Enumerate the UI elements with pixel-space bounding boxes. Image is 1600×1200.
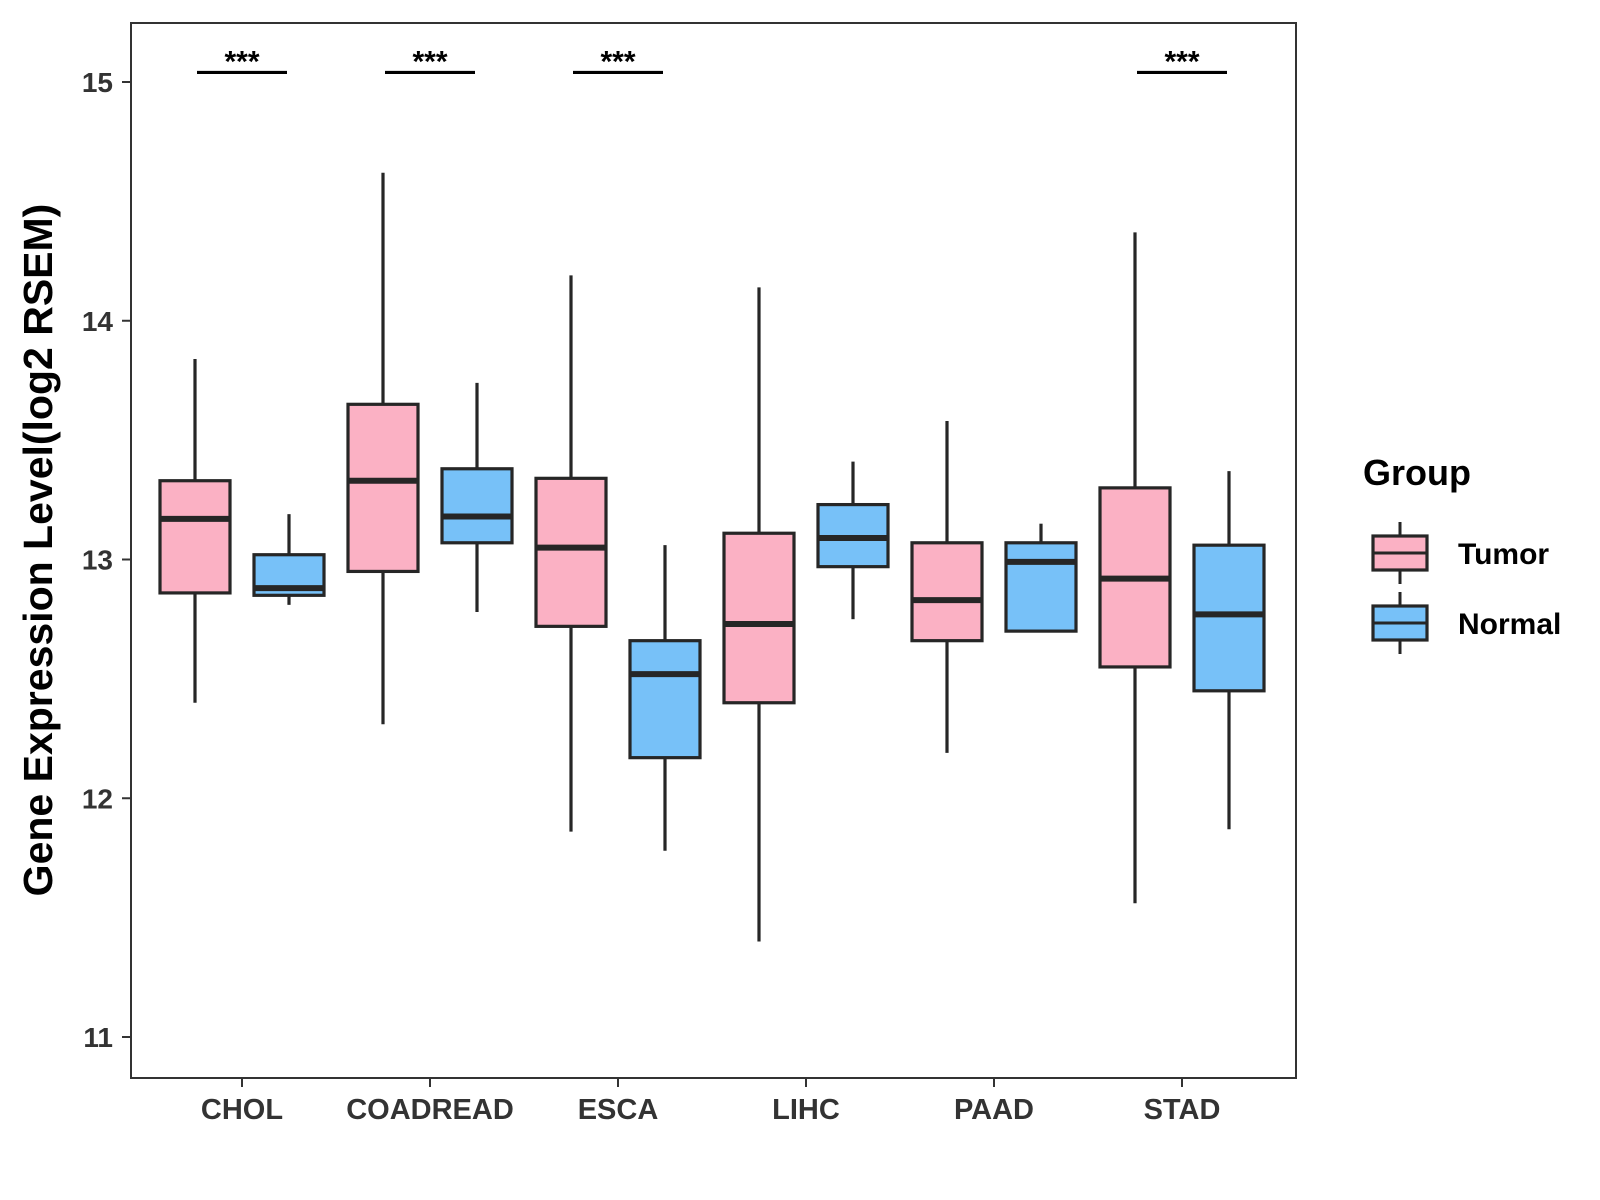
- normal-box-chol: [252, 514, 326, 605]
- tumor-box-stad: [1098, 232, 1172, 904]
- legend-key-normal: [1371, 592, 1429, 654]
- tumor-box-lihc: [722, 287, 796, 942]
- significance-label: ***: [412, 45, 447, 78]
- y-tick-label: 13: [82, 545, 113, 576]
- box-iqr: [346, 402, 420, 574]
- tumor-box-esca: [534, 275, 608, 832]
- y-axis-title: Gene Expression Level(log2 RSEM): [15, 204, 61, 897]
- box-iqr: [722, 531, 796, 705]
- normal-box-coadread: [440, 382, 514, 613]
- significance-label: ***: [600, 45, 635, 78]
- significance-markers: *** *** *** ***: [197, 45, 1227, 78]
- normal-box-lihc: [816, 461, 890, 620]
- normal-box-esca: [628, 545, 702, 851]
- x-axis: CHOL COADREAD ESCA LIHC PAAD STAD: [201, 1078, 1220, 1126]
- y-tick-label: 15: [82, 67, 113, 98]
- significance-label: ***: [224, 45, 259, 78]
- plot-panel-border: [130, 22, 1297, 1079]
- box-iqr: [1192, 543, 1266, 693]
- x-tick-label: ESCA: [578, 1094, 659, 1126]
- y-tick-label: 12: [82, 783, 113, 814]
- legend-label: Tumor: [1458, 538, 1549, 571]
- x-tick-label: PAAD: [954, 1094, 1034, 1126]
- box-iqr: [1004, 541, 1078, 633]
- boxes: [158, 172, 1266, 942]
- box-iqr: [158, 479, 232, 595]
- legend-key-tumor: [1371, 522, 1429, 584]
- x-tick-label: CHOL: [201, 1094, 283, 1126]
- box-iqr: [910, 541, 984, 643]
- x-tick-label: LIHC: [772, 1094, 840, 1126]
- y-axis: 11 12 13 14 15: [82, 67, 131, 1053]
- x-tick-label: COADREAD: [346, 1094, 514, 1126]
- significance-label: ***: [1164, 45, 1199, 78]
- legend-label: Normal: [1458, 608, 1561, 641]
- x-tick-label: STAD: [1144, 1094, 1221, 1126]
- box-iqr: [628, 639, 702, 760]
- normal-box-paad: [1004, 523, 1078, 633]
- legend-title: Group: [1363, 452, 1471, 493]
- y-tick-label: 14: [82, 306, 114, 337]
- box-iqr: [440, 467, 514, 545]
- y-tick-label: 11: [83, 1022, 113, 1053]
- tumor-box-paad: [910, 421, 984, 753]
- box-iqr: [534, 476, 608, 628]
- tumor-box-coadread: [346, 172, 420, 725]
- normal-box-stad: [1192, 471, 1266, 830]
- tumor-box-chol: [158, 358, 232, 703]
- legend: Group Tumor Normal: [1363, 452, 1561, 654]
